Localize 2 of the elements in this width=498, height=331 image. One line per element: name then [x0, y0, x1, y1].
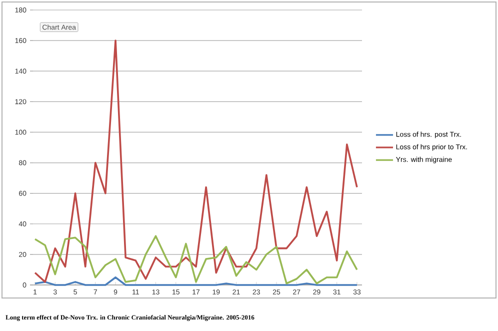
line-series: [34, 235, 358, 284]
line-series: [34, 40, 358, 283]
